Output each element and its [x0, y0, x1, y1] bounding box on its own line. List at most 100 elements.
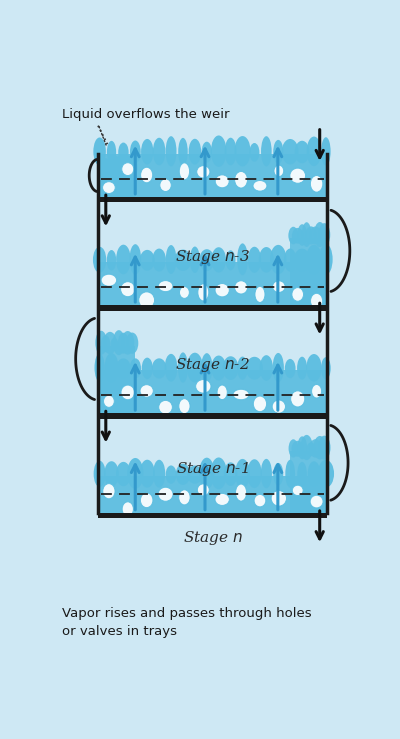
- Ellipse shape: [261, 136, 272, 166]
- Ellipse shape: [237, 243, 248, 275]
- Ellipse shape: [107, 250, 116, 270]
- Ellipse shape: [253, 180, 267, 191]
- Ellipse shape: [93, 247, 106, 273]
- Ellipse shape: [288, 439, 298, 457]
- Ellipse shape: [270, 245, 286, 274]
- Ellipse shape: [140, 460, 155, 488]
- Ellipse shape: [94, 460, 106, 487]
- Ellipse shape: [178, 353, 188, 383]
- Ellipse shape: [321, 137, 331, 166]
- Ellipse shape: [292, 486, 303, 496]
- Ellipse shape: [310, 495, 323, 508]
- Ellipse shape: [101, 274, 117, 286]
- Ellipse shape: [246, 357, 263, 380]
- Ellipse shape: [176, 464, 190, 485]
- Ellipse shape: [250, 143, 260, 162]
- Ellipse shape: [248, 247, 261, 273]
- Ellipse shape: [211, 135, 226, 167]
- Ellipse shape: [104, 353, 118, 382]
- Ellipse shape: [122, 502, 133, 517]
- Ellipse shape: [259, 247, 274, 273]
- Text: Stage $n$-3: Stage $n$-3: [175, 248, 250, 265]
- Ellipse shape: [101, 336, 110, 353]
- Ellipse shape: [116, 245, 131, 274]
- Ellipse shape: [116, 462, 131, 486]
- Ellipse shape: [113, 330, 125, 355]
- Ellipse shape: [202, 142, 212, 163]
- Ellipse shape: [99, 158, 112, 177]
- Bar: [98, 262, 328, 305]
- Ellipse shape: [130, 358, 141, 378]
- Ellipse shape: [223, 356, 238, 380]
- Ellipse shape: [318, 223, 330, 246]
- Ellipse shape: [116, 358, 131, 378]
- Ellipse shape: [272, 281, 285, 293]
- Text: Stage $n$-2: Stage $n$-2: [175, 355, 250, 374]
- Ellipse shape: [284, 248, 296, 272]
- Ellipse shape: [127, 458, 144, 489]
- Ellipse shape: [142, 358, 153, 379]
- Ellipse shape: [166, 136, 176, 166]
- Ellipse shape: [104, 461, 119, 487]
- Ellipse shape: [233, 389, 249, 400]
- Ellipse shape: [160, 179, 171, 191]
- Ellipse shape: [197, 484, 209, 496]
- Ellipse shape: [197, 166, 210, 178]
- Ellipse shape: [95, 331, 107, 355]
- Ellipse shape: [305, 226, 317, 245]
- Ellipse shape: [300, 435, 313, 460]
- Ellipse shape: [295, 140, 310, 163]
- Ellipse shape: [302, 222, 312, 247]
- Ellipse shape: [166, 245, 176, 274]
- Ellipse shape: [130, 140, 141, 163]
- Ellipse shape: [253, 396, 266, 412]
- Ellipse shape: [215, 494, 229, 505]
- Ellipse shape: [118, 333, 129, 354]
- Ellipse shape: [103, 332, 117, 354]
- Ellipse shape: [199, 457, 214, 489]
- Ellipse shape: [178, 138, 188, 166]
- Ellipse shape: [94, 353, 105, 382]
- Ellipse shape: [199, 249, 214, 271]
- Bar: [98, 170, 135, 197]
- Ellipse shape: [210, 457, 227, 489]
- Ellipse shape: [234, 281, 248, 294]
- Ellipse shape: [273, 463, 283, 486]
- Text: Vapor rises and passes through holes
or valves in trays: Vapor rises and passes through holes or …: [62, 607, 312, 638]
- Ellipse shape: [314, 436, 326, 460]
- Ellipse shape: [292, 228, 304, 244]
- Ellipse shape: [103, 483, 115, 499]
- Ellipse shape: [179, 398, 190, 414]
- Ellipse shape: [165, 354, 178, 381]
- Ellipse shape: [140, 385, 153, 397]
- Ellipse shape: [254, 494, 266, 507]
- Ellipse shape: [235, 171, 248, 188]
- Ellipse shape: [196, 380, 211, 393]
- Ellipse shape: [153, 137, 166, 166]
- Ellipse shape: [104, 395, 114, 407]
- Ellipse shape: [297, 462, 307, 486]
- Ellipse shape: [121, 282, 135, 296]
- Ellipse shape: [321, 357, 331, 379]
- Ellipse shape: [247, 459, 262, 488]
- Ellipse shape: [291, 391, 305, 407]
- Ellipse shape: [318, 436, 330, 460]
- Ellipse shape: [211, 248, 226, 273]
- Ellipse shape: [141, 167, 153, 183]
- Ellipse shape: [187, 466, 202, 484]
- Ellipse shape: [292, 440, 304, 457]
- Ellipse shape: [114, 156, 124, 179]
- Ellipse shape: [152, 358, 166, 378]
- Ellipse shape: [179, 490, 190, 505]
- Bar: [98, 154, 328, 197]
- Ellipse shape: [158, 281, 173, 292]
- Ellipse shape: [122, 163, 134, 176]
- Text: Stage $n$-1: Stage $n$-1: [176, 460, 249, 477]
- Ellipse shape: [307, 137, 321, 166]
- Ellipse shape: [126, 333, 138, 354]
- Ellipse shape: [102, 182, 115, 194]
- Ellipse shape: [174, 250, 191, 271]
- Ellipse shape: [217, 385, 227, 400]
- Ellipse shape: [118, 143, 129, 162]
- Ellipse shape: [285, 359, 296, 378]
